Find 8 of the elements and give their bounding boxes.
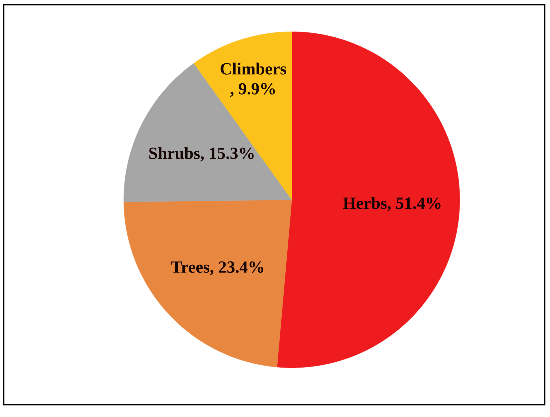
slice-label: Trees xyxy=(171,262,210,274)
data-label: , 23.4% xyxy=(210,262,264,276)
data-label: , 9.9% xyxy=(230,83,276,98)
slice-label: Shrubs xyxy=(150,147,200,160)
data-label: , 15.3% xyxy=(200,148,254,162)
slice-label: Herbs xyxy=(343,197,387,210)
data-label: , 51.4% xyxy=(388,198,441,212)
slice-label: Climbers xyxy=(220,62,286,75)
